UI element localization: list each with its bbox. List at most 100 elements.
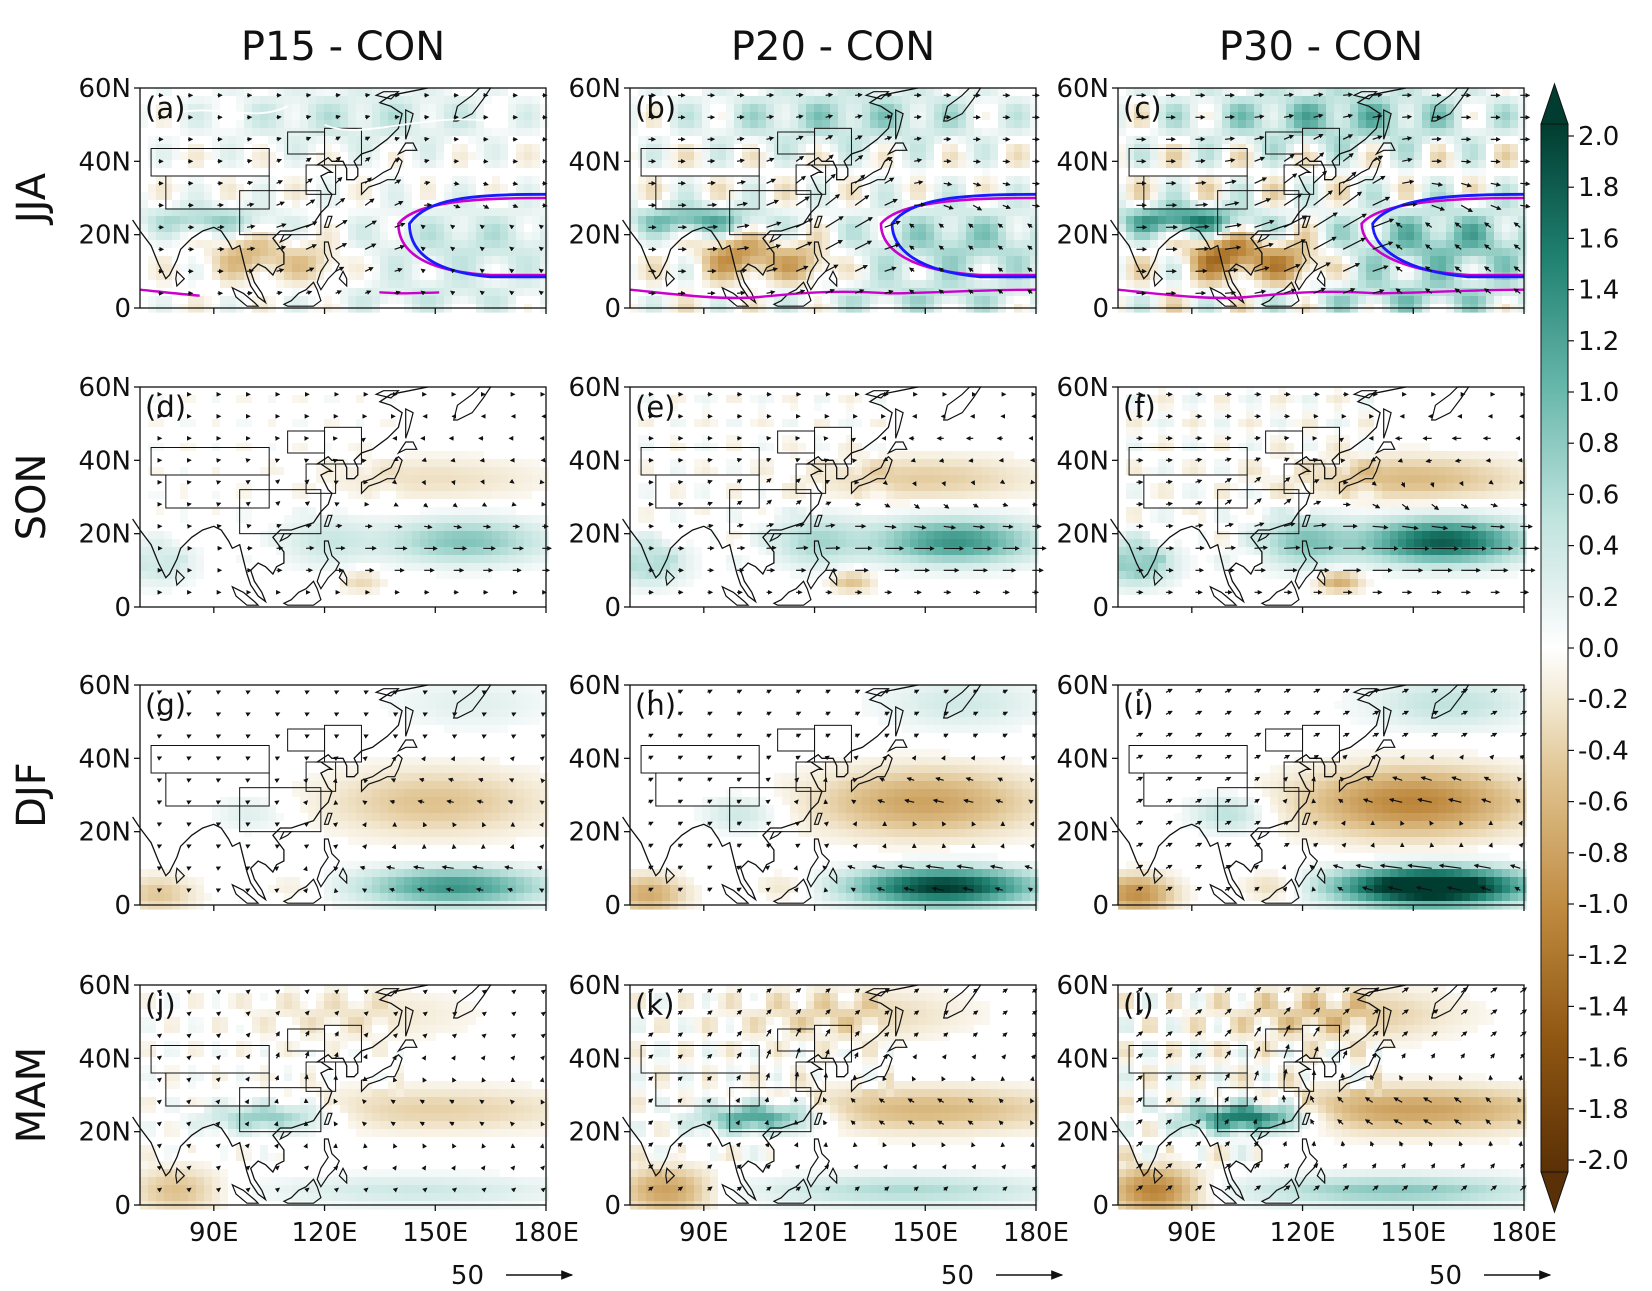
shading-cell	[1030, 104, 1039, 113]
shading-cell	[380, 112, 389, 121]
shading-cell	[1206, 160, 1215, 169]
shading-cell	[806, 112, 815, 121]
shading-cell	[1262, 272, 1271, 281]
shading-cell	[678, 280, 687, 289]
shading-cell	[1494, 96, 1503, 105]
shading-cell	[508, 176, 517, 185]
shading-cell	[670, 136, 679, 145]
shading-cell	[1134, 240, 1143, 249]
shading-cell	[1414, 176, 1423, 185]
shading-cell	[1350, 264, 1359, 273]
shading-cell	[942, 160, 951, 169]
shading-cell	[942, 248, 951, 257]
shading-cell	[220, 168, 229, 177]
shading-cell	[1262, 96, 1271, 105]
shading-cell	[348, 192, 357, 201]
shading-cell	[460, 144, 469, 153]
shading-cell	[782, 104, 791, 113]
shading-cell	[1478, 136, 1487, 145]
shading-cell	[718, 264, 727, 273]
shading-cell	[630, 272, 639, 281]
shading-cell	[1494, 232, 1503, 241]
shading-cell	[1390, 240, 1399, 249]
shading-cell	[420, 112, 429, 121]
shading-cell	[830, 192, 839, 201]
shading-cell	[500, 112, 509, 121]
shading-cell	[1278, 152, 1287, 161]
shading-cell	[630, 264, 639, 273]
shading-cell	[260, 104, 269, 113]
shading-cell	[814, 232, 823, 241]
shading-cell	[934, 136, 943, 145]
shading-cell	[758, 216, 767, 225]
shading-cell	[364, 272, 373, 281]
shading-cell	[646, 272, 655, 281]
shading-cell	[1382, 200, 1391, 209]
shading-cell	[790, 200, 799, 209]
shading-cell	[1158, 128, 1167, 137]
shading-cell	[348, 128, 357, 137]
shading-cell	[654, 160, 663, 169]
shading-cell	[1158, 296, 1167, 305]
shading-cell	[774, 272, 783, 281]
shading-cell	[934, 152, 943, 161]
shading-cell	[284, 104, 293, 113]
shading-cell	[452, 136, 461, 145]
shading-cell	[870, 216, 879, 225]
shading-cell	[148, 563, 157, 572]
shading-cell	[388, 240, 397, 249]
shading-cell	[180, 264, 189, 273]
shading-cell	[694, 288, 703, 297]
shading-cell	[268, 224, 277, 233]
shading-cell	[782, 296, 791, 305]
shading-cell	[726, 128, 735, 137]
shading-cell	[782, 136, 791, 145]
shading-cell	[630, 104, 639, 113]
shading-cell	[196, 208, 205, 217]
shading-cell	[468, 168, 477, 177]
shading-cell	[1230, 120, 1239, 129]
shading-cell	[1142, 224, 1151, 233]
shading-cell	[838, 264, 847, 273]
shading-cell	[974, 168, 983, 177]
shading-cell	[654, 296, 663, 305]
shading-cell	[508, 184, 517, 193]
shading-cell	[452, 240, 461, 249]
shading-cell	[460, 128, 469, 137]
shading-cell	[1182, 200, 1191, 209]
shading-cell	[1278, 176, 1287, 185]
shading-cell	[998, 280, 1007, 289]
shading-cell	[902, 256, 911, 265]
shading-cell	[1222, 264, 1231, 273]
shading-cell	[1030, 248, 1039, 257]
shading-cell	[444, 96, 453, 105]
shading-cell	[1158, 120, 1167, 129]
shading-cell	[1022, 144, 1031, 153]
shading-cell	[148, 435, 157, 444]
shading-cell	[268, 128, 277, 137]
shading-cell	[1190, 152, 1199, 161]
shading-cell	[532, 280, 541, 289]
shading-cell	[260, 152, 269, 161]
shading-cell	[662, 160, 671, 169]
shading-cell	[1454, 264, 1463, 273]
shading-cell	[1398, 192, 1407, 201]
shading-cell	[1198, 168, 1207, 177]
shading-cell	[1374, 184, 1383, 193]
shading-cell	[838, 144, 847, 153]
shading-cell	[886, 232, 895, 241]
shading-cell	[710, 192, 719, 201]
shading-cell	[1166, 272, 1175, 281]
shading-cell	[1206, 200, 1215, 209]
shading-cell	[1494, 136, 1503, 145]
shading-cell	[1158, 88, 1167, 97]
shading-cell	[252, 176, 261, 185]
shading-cell	[436, 232, 445, 241]
shading-cell	[1158, 200, 1167, 209]
shading-cell	[950, 88, 959, 97]
shading-cell	[1470, 224, 1479, 233]
shading-cell	[1414, 152, 1423, 161]
shading-cell	[910, 104, 919, 113]
shading-cell	[156, 240, 165, 249]
shading-cell	[324, 264, 333, 273]
